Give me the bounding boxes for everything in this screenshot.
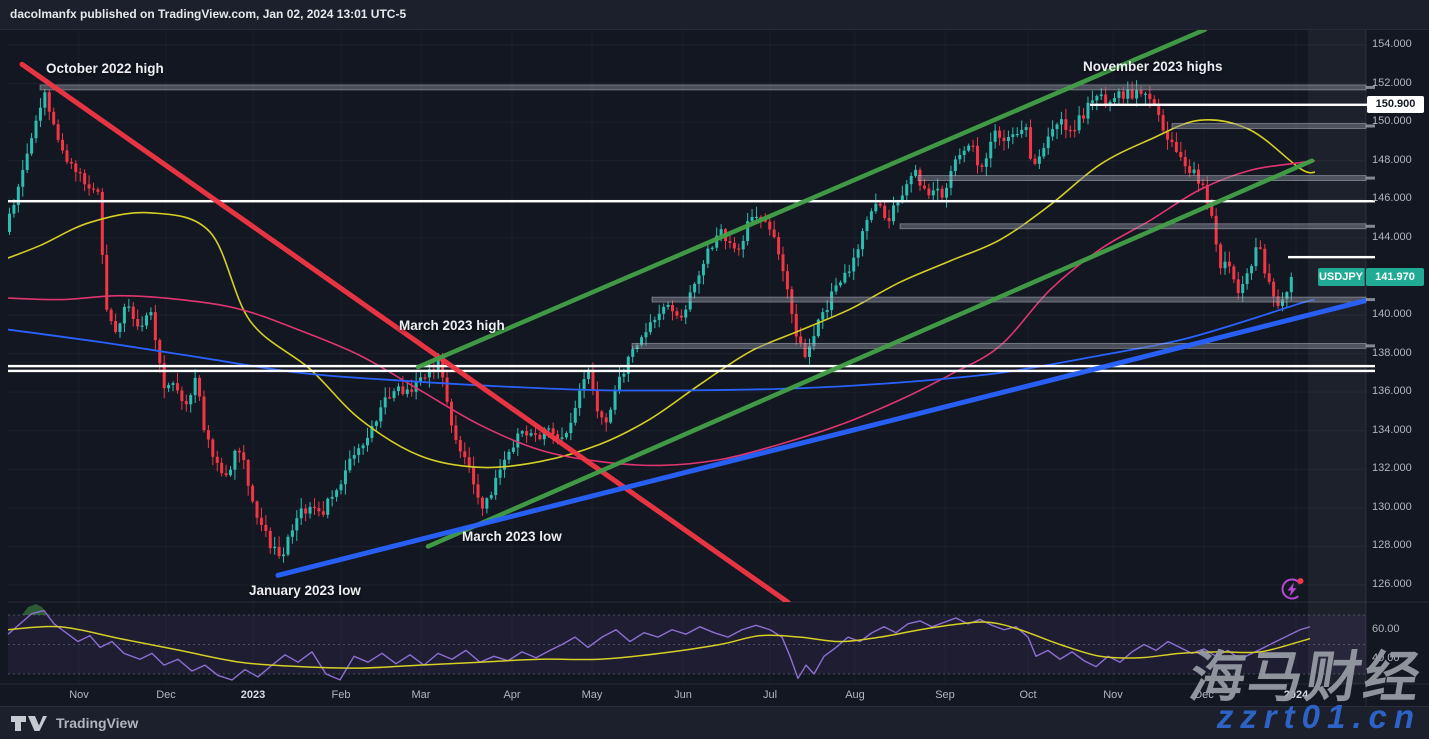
rsi-tick-label: 40.00 [1372,652,1400,665]
time-tick-label: Jul [762,689,778,701]
levels-layer [8,84,1375,373]
time-tick-label: Aug [845,689,865,701]
time-tick-label: Feb [331,689,351,701]
watermark-url: zzrt01.cn [1216,698,1421,735]
footer-bar: TradingView [0,706,1429,739]
tradingview-brand[interactable]: TradingView [56,715,139,731]
ma-slow-blue [8,298,1316,392]
annotation-march-2023-high: March 2023 high [399,318,505,333]
moving-averages-layer [8,119,1316,469]
time-tick-label: Oct [1019,689,1037,701]
publish-header: dacolmanfx published on TradingView.com,… [0,0,1429,29]
price-tick-label: 138.000 [1372,346,1412,359]
price-tick-label: 144.000 [1372,230,1412,243]
time-tick-label: Dec [1194,689,1214,701]
price-tick-label: 152.000 [1372,76,1412,89]
rsi-line [7,609,1311,681]
last-price-label: 141.970 [1366,268,1424,286]
price-tick-label: 150.000 [1372,115,1412,128]
price-tick-label: 146.000 [1372,192,1412,205]
future-area-band [1308,30,1366,684]
ma-mid-pink [8,159,1316,467]
flash-icon[interactable] [1278,573,1308,608]
annotation-january-2023-low: January 2023 low [249,583,361,598]
rsi-ma-line [7,621,1311,669]
price-tick-label: 128.000 [1372,539,1412,552]
lightning-bolt-icon [1287,582,1297,597]
flash-circle [1281,578,1303,600]
rsi-pane [7,604,1366,681]
rsi-overbought-fill [22,604,48,615]
time-tick-label: Mar [411,689,431,701]
blue-uptrend [275,298,1366,578]
candles-layer [8,80,1293,563]
annotation-october-2022-high: October 2022 high [46,61,164,76]
publish-line: dacolmanfx published on TradingView.com,… [10,7,407,21]
green-channel-upper [415,30,1208,370]
time-tick-label: May [581,689,603,701]
price-tick-label: 148.000 [1372,153,1412,166]
price-tick-label: 140.000 [1372,307,1412,320]
tradingview-logo-icon[interactable] [10,715,48,732]
annotation-march-2023-low: March 2023 low [462,529,562,544]
green-channel-lower [425,158,1315,549]
time-tick-label: Dec [156,689,176,701]
price-level-label-150-900: 150.900 [1367,96,1424,114]
price-tick-label: 134.000 [1372,423,1412,436]
time-tick-label: 2024 [1283,689,1309,701]
time-tick-label: Jun [674,689,692,701]
price-tick-label: 132.000 [1372,462,1412,475]
rsi-tick-label: 60.00 [1372,622,1400,635]
time-tick-label: Sep [935,689,955,701]
time-tick-label: Nov [1103,689,1123,701]
price-tick-label: 126.000 [1372,577,1412,590]
annotation-november-2023-highs: November 2023 highs [1083,59,1223,74]
red-downtrend [19,61,791,602]
time-tick-label: 2023 [240,689,266,701]
ma-fast-yellow [8,119,1316,469]
price-tick-label: 130.000 [1372,500,1412,513]
trend-lines-layer [19,30,1366,602]
symbol-tag: USDJPY [1318,268,1365,286]
notification-dot [1297,578,1304,584]
price-tick-label: 136.000 [1372,385,1412,398]
time-tick-label: Nov [69,689,89,701]
price-tick-label: 154.000 [1372,38,1412,50]
time-tick-label: Apr [503,689,521,701]
